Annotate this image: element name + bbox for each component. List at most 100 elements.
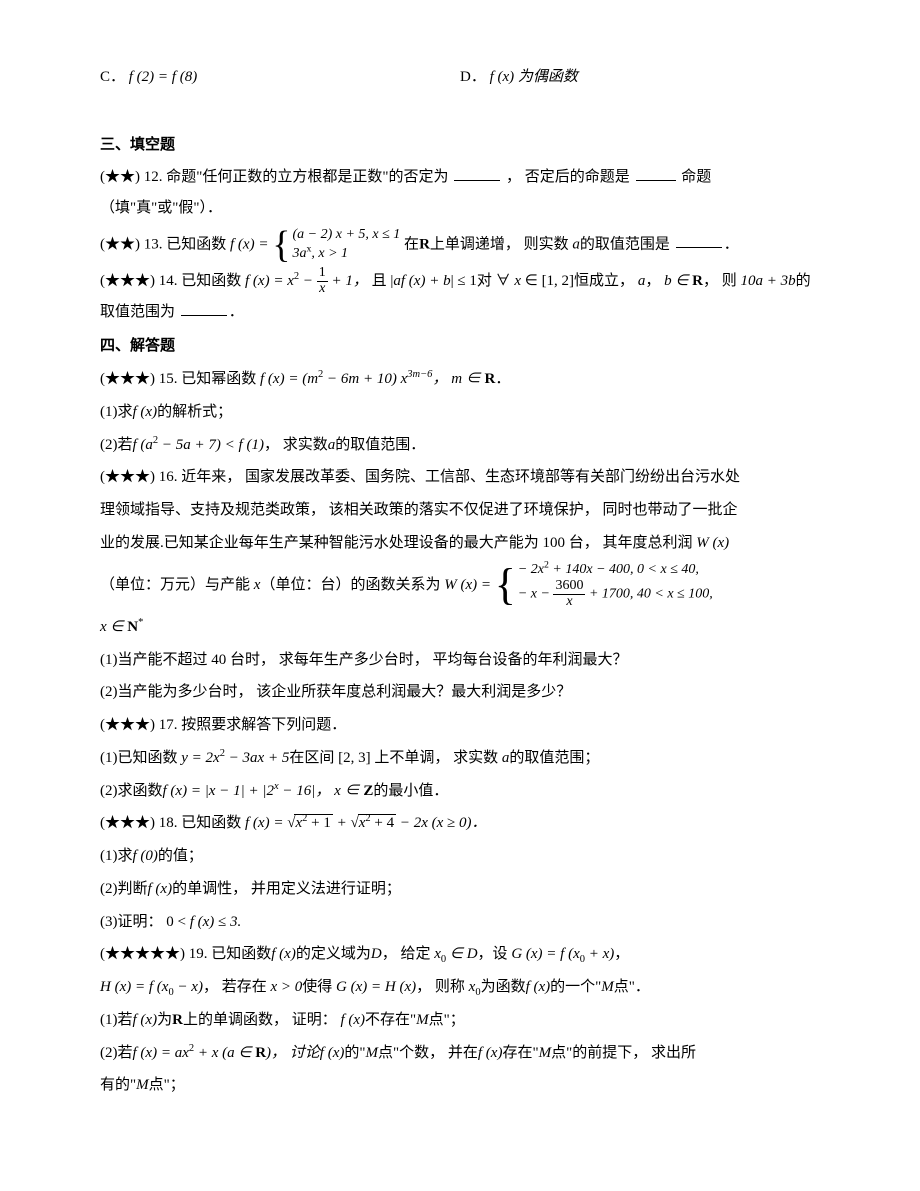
q13-R: R xyxy=(419,236,430,252)
q19-p2b: + x (a ∈ xyxy=(194,1045,255,1061)
q16-star: * xyxy=(138,617,143,628)
q19-t3: ， 给定 xyxy=(382,946,435,962)
q16-stars: (★★★) xyxy=(100,469,159,485)
q17: (★★★) 17. 按照要求解答下列问题． xyxy=(100,710,820,741)
q18-p3: (3)证明： 0 < f (x) ≤ 3. xyxy=(100,907,820,938)
q12-num: 12. xyxy=(144,169,167,185)
q13-case2-tail: , x > 1 xyxy=(311,246,348,261)
q18-f0: f (0) xyxy=(133,848,158,864)
q14-R: R xyxy=(692,273,703,289)
q14-expr: 10a + 3b xyxy=(741,273,796,289)
q18-stars: (★★★) xyxy=(100,815,159,831)
q14-t4: ∈ [1, 2]恒成立， xyxy=(521,273,638,289)
q17-y: y = 2x xyxy=(181,750,219,766)
q15-p2c: 的取值范围． xyxy=(335,437,425,453)
q14-t1: 已知函数 xyxy=(181,273,241,289)
q18: (★★★) 18. 已知函数 f (x) = x2 + 1 + x2 + 4 −… xyxy=(100,808,820,839)
q17-num: 17. xyxy=(159,717,182,733)
q14-t3: | ≤ 1对 ∀ xyxy=(451,273,515,289)
q18-r2p: + 4 xyxy=(371,815,394,831)
q19-p1b: 为 xyxy=(157,1012,172,1028)
q16-cases: { − 2x2 + 140x − 400, 0 < x ≤ 40, − x − … xyxy=(495,561,713,610)
q19-p2g: 点"的前提下， 求出所 xyxy=(551,1045,696,1061)
q14-af: af (x) + b xyxy=(393,273,450,289)
q19-p2-line2: 有的"M点"； xyxy=(100,1070,820,1101)
q19-p2d: 的" xyxy=(344,1045,365,1061)
q15-t1: 已知幂函数 xyxy=(181,371,256,387)
q19-stars: (★★★★★) xyxy=(100,946,189,962)
q17-p1a: (1)已知函数 xyxy=(100,750,181,766)
q15-exp: 3m−6 xyxy=(407,369,432,380)
q13-cases: { (a − 2) x + 5, x ≤ 1 3ax, x > 1 xyxy=(272,226,400,264)
q16-Wx: W (x) xyxy=(696,535,729,551)
q19-Gx2: + x) xyxy=(585,946,614,962)
q13-t1: 已知函数 xyxy=(166,236,226,252)
q14-fx: f (x) = x xyxy=(245,273,294,289)
q15-p1b: 的解析式； xyxy=(157,404,232,420)
q13-t2: 在 xyxy=(404,236,419,252)
q18-fx: f (x) = xyxy=(245,815,287,831)
q19-Hx2: − x) xyxy=(174,979,203,995)
q14-plus1: + 1， xyxy=(328,273,368,289)
q15-m6: − 6m + 10) x xyxy=(323,371,407,387)
q15-tail: ， m ∈ xyxy=(432,371,480,387)
q16-l3: 业的发展.已知某企业每年生产某种智能污水处理设备的最大产能为 100 台， 其年… xyxy=(100,528,820,559)
q18-p1b: 的值； xyxy=(158,848,203,864)
q19-t5: ， 若存在 xyxy=(203,979,271,995)
q17-p1c: 在区间 [2, 3] 上不单调， 求实数 xyxy=(289,750,502,766)
q16-c1: − 2x xyxy=(518,562,544,577)
q19-fx5: f (x) = ax xyxy=(133,1045,189,1061)
q18-p1: (1)求f (0)的值； xyxy=(100,841,820,872)
q14-b: b xyxy=(664,273,672,289)
q19-p1c: 上的单调函数， 证明： xyxy=(183,1012,341,1028)
q15-num: 15. xyxy=(159,371,182,387)
q19-p1: (1)若f (x)为R上的单调函数， 证明： f (x)不存在"M点"； xyxy=(100,1005,820,1036)
q19-t2: 的定义域为 xyxy=(296,946,371,962)
option-d-label: D． xyxy=(460,69,486,85)
q14: (★★★) 14. 已知函数 f (x) = x2 − 1x + 1， 且 |a… xyxy=(100,266,820,328)
q17-t1: 按照要求解答下列问题． xyxy=(181,717,346,733)
q18-t1: 已知函数 xyxy=(181,815,241,831)
q14-stars: (★★★) xyxy=(100,273,159,289)
q18-plus: + xyxy=(333,815,351,831)
q13: (★★) 13. 已知函数 f (x) = { (a − 2) x + 5, x… xyxy=(100,226,820,264)
q19-xgt0: x > 0 xyxy=(270,979,302,995)
q12-t2: ， 否定后的命题是 xyxy=(506,169,630,185)
q16-num: 16. xyxy=(159,469,182,485)
q15-p2b: ， 求实数 xyxy=(264,437,328,453)
q13-stars: (★★) xyxy=(100,236,144,252)
q14-period: ． xyxy=(229,304,244,320)
q19-R2: R xyxy=(255,1045,266,1061)
q18-fx3: f (x) xyxy=(190,914,215,930)
q15-fx: f (x) = (m xyxy=(260,371,318,387)
q13-fx: f (x) = xyxy=(230,236,268,252)
q12-blank-1 xyxy=(454,165,500,181)
q15-stars: (★★★) xyxy=(100,371,159,387)
q13-t4: 的取值范围是 xyxy=(580,236,670,252)
options-row-cd: C． f (2) = f (8) D． f (x) 为偶函数 xyxy=(100,62,820,93)
q17-stars: (★★★) xyxy=(100,717,159,733)
q19-M5: M xyxy=(136,1077,149,1093)
q16-l4: （单位：万元）与产能 x（单位：台）的函数关系为 W (x) = { − 2x2… xyxy=(100,561,820,610)
q18-tail: − 2x (x ≥ 0)． xyxy=(396,815,486,831)
q19-num: 19. xyxy=(189,946,212,962)
q18-p3-label: (3)证明： 0 < xyxy=(100,914,190,930)
q19-p2e: 点"个数， 并在 xyxy=(378,1045,478,1061)
q14-frac: 1x xyxy=(317,266,328,296)
q19: (★★★★★) 19. 已知函数f (x)的定义域为D， 给定 x0 ∈ D，设… xyxy=(100,939,820,970)
q18-sqrt2: x2 + 4 xyxy=(350,808,396,839)
q19-fx2: f (x) xyxy=(526,979,551,995)
q19-t7: ， 则称 xyxy=(416,979,469,995)
q15-p1: (1)求f (x)的解析式； xyxy=(100,397,820,428)
q19-R: R xyxy=(172,1012,183,1028)
q16-l4b: （单位：台）的函数关系为 xyxy=(260,577,444,593)
q12-blank-2 xyxy=(636,165,676,181)
q19-p2: (2)若f (x) = ax2 + x (a ∈ R)， 讨论f (x)的"M点… xyxy=(100,1038,820,1069)
q13-blank xyxy=(676,232,722,248)
q19-M3: M xyxy=(366,1045,379,1061)
q19-inD: ∈ D xyxy=(446,946,477,962)
q15-fa2: − 5a + 7) < f (1) xyxy=(158,437,264,453)
q16-l4a: （单位：万元）与产能 xyxy=(100,577,254,593)
q18-sqrt1: x2 + 1 xyxy=(287,808,333,839)
q19-Hx: H (x) = f (x xyxy=(100,979,168,995)
